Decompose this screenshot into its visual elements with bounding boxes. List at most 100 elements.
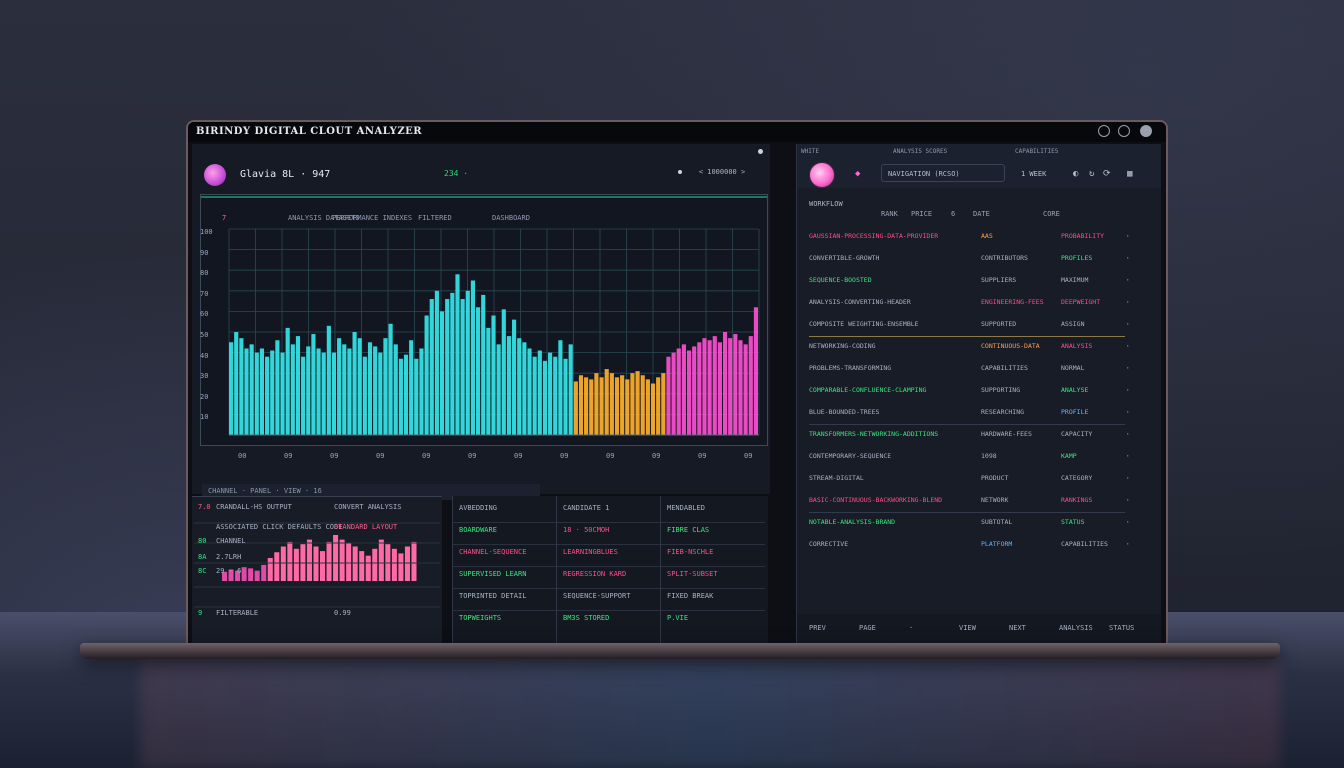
list-item[interactable]: BASIC-CONTINUOUS-BACKWORKING-BLEND NETWOR… — [809, 496, 1130, 510]
footer-item[interactable]: STATUS — [1109, 624, 1135, 632]
metrics-row-divider — [661, 566, 765, 567]
metrics-row-divider — [661, 588, 765, 589]
chart-header-label: ANALYSIS DATASETS — [288, 214, 360, 222]
row-action-icon[interactable]: · — [1125, 518, 1131, 528]
range-button[interactable]: 1 WEEK — [1021, 170, 1047, 178]
row-action-icon[interactable]: · — [1125, 364, 1131, 374]
metrics-cell: SEQUENCE-SUPPORT — [563, 592, 631, 600]
list-item[interactable]: BLUE-BOUNDED-TREES RESEARCHING PROFILE · — [809, 408, 1130, 422]
row-action-icon[interactable]: · — [1125, 276, 1131, 286]
list-item[interactable]: PROBLEMS-TRANSFORMING CAPABILITIES NORMAL · — [809, 364, 1130, 378]
list-item-name: PROBLEMS-TRANSFORMING — [809, 364, 892, 372]
row-action-icon[interactable]: · — [1125, 386, 1131, 396]
grid-icon[interactable]: ▦ — [1127, 169, 1133, 179]
y-tick-label: 100 — [200, 228, 213, 236]
metrics-row-divider — [453, 566, 557, 567]
list-item-name: ANALYSIS-CONVERTING-HEADER — [809, 298, 911, 306]
list-item[interactable]: NETWORKING-CODING CONTINUOUS-DATA ANALYSIS… — [809, 342, 1130, 356]
bar-series0-60 — [537, 350, 542, 435]
y-tick-label: 60 — [200, 310, 209, 319]
bar-series0-53 — [501, 309, 506, 435]
records-tab[interactable]: ANALYSIS SCORES — [893, 148, 948, 155]
records-tab[interactable]: CAPABILITIES — [1015, 148, 1059, 155]
column-header[interactable]: PRICE — [911, 210, 933, 218]
list-item[interactable]: TRANSFORMERS-NETWORKING-ADDITIONS HARDWAR… — [809, 430, 1130, 444]
list-item[interactable]: CORRECTIVE PLATFORM CAPABILITIES · — [809, 540, 1130, 554]
column-header[interactable]: RANK — [881, 210, 898, 218]
bar-series0-24 — [352, 332, 357, 435]
avatar[interactable] — [204, 164, 226, 186]
row-action-icon[interactable]: · — [1125, 452, 1131, 462]
records-tab[interactable]: WHITE — [801, 148, 820, 155]
row-action-icon[interactable]: · — [1125, 474, 1131, 484]
pin-icon[interactable]: ◆ — [855, 169, 861, 179]
list-item-value: CATEGORY — [1061, 474, 1093, 482]
bar-series0-43 — [450, 292, 455, 435]
footer-item[interactable]: PREV — [809, 624, 826, 632]
row-action-icon[interactable]: · — [1125, 298, 1131, 308]
footer-item[interactable]: VIEW — [959, 624, 976, 632]
list-item[interactable]: ANALYSIS-CONVERTING-HEADER ENGINEERING-FE… — [809, 298, 1130, 312]
visibility-icon[interactable] — [1098, 125, 1110, 137]
chat-icon[interactable]: ◐ — [1073, 169, 1079, 179]
row-action-icon[interactable]: · — [1125, 540, 1131, 550]
row-action-icon[interactable]: · — [1125, 320, 1131, 330]
column-header[interactable]: CORE — [1043, 210, 1060, 218]
search-field[interactable]: NAVIGATION (RCSO) — [881, 164, 1005, 182]
settings-icon[interactable] — [1118, 125, 1130, 137]
bar-series0-64 — [558, 340, 563, 435]
list-item-value: PROFILES — [1061, 254, 1093, 262]
footer-item[interactable]: PAGE — [859, 624, 876, 632]
row-action-icon[interactable]: · — [1125, 496, 1131, 506]
metrics-cell: BM3S STORED — [563, 614, 610, 622]
y-tick-label: 20 — [200, 392, 209, 401]
list-item-mid: NETWORK — [981, 496, 1009, 504]
menu-dot-icon[interactable] — [758, 149, 763, 154]
records-footer: PREV PAGE · VIEW NEXT ANALYSIS STATUS — [797, 614, 1161, 644]
row-action-icon[interactable]: · — [1125, 254, 1131, 264]
mini-bar-19 — [346, 543, 352, 581]
user-avatar[interactable] — [809, 162, 835, 188]
x-tick-label: 09 — [514, 452, 523, 460]
bar-series1-15 — [650, 383, 656, 435]
list-item[interactable]: CONTEMPORARY-SEQUENCE 1098 KAMP · — [809, 452, 1130, 466]
analytics-panel: Glavia 8L · 947 234 · < 1000000 > 7 ANALY… — [192, 144, 770, 500]
list-item[interactable]: GAUSSIAN-PROCESSING-DATA-PROVIDER AAS PROB… — [809, 232, 1130, 246]
bar-series2-17 — [753, 307, 758, 435]
row-action-icon[interactable]: · — [1125, 342, 1131, 352]
metrics-row-divider — [661, 610, 765, 611]
list-item[interactable]: COMPARABLE-CONFLUENCE-CLAMPING SUPPORTING… — [809, 386, 1130, 400]
sync-icon[interactable]: ⟳ — [1103, 169, 1111, 179]
list-item[interactable]: COMPOSITE WEIGHTING-ENSEMBLE SUPPORTED ASS… — [809, 320, 1130, 334]
bar-series2-1 — [671, 352, 676, 435]
row-action-icon[interactable]: · — [1125, 430, 1131, 440]
bar-series0-19 — [326, 325, 331, 435]
refresh-icon[interactable]: ↻ — [1089, 169, 1095, 179]
footer-item[interactable]: NEXT — [1009, 624, 1026, 632]
list-item[interactable]: STREAM-DIGITAL PRODUCT CATEGORY · — [809, 474, 1130, 488]
metrics-cell: FIBRE CLAS — [667, 526, 710, 534]
bar-series0-20 — [331, 352, 337, 435]
footer-item[interactable]: · — [909, 624, 914, 632]
y-tick-label: 80 — [200, 269, 209, 278]
bar-series0-44 — [455, 274, 460, 435]
mini-bar-3 — [241, 567, 247, 581]
mini-row-right: 0.99 — [334, 609, 351, 617]
mini-row-tag: 9 — [198, 609, 203, 617]
metrics-cell: CANDIDATE 1 — [563, 504, 610, 512]
y-tick-label: 30 — [200, 372, 209, 381]
metrics-row-divider — [557, 588, 661, 589]
list-item[interactable]: NOTABLE-ANALYSIS-BRAND SUBTOTAL STATUS · — [809, 518, 1130, 532]
row-action-icon[interactable]: · — [1125, 232, 1131, 242]
account-icon[interactable] — [1140, 125, 1152, 137]
list-item-value: CAPACITY — [1061, 430, 1093, 438]
list-item[interactable]: CONVERTIBLE-GROWTH CONTRIBUTORS PROFILES · — [809, 254, 1130, 268]
list-item[interactable]: SEQUENCE-BOOSTED SUPPLIERS MAXIMUM · — [809, 276, 1130, 290]
bar-series0-39 — [429, 299, 434, 435]
range-selector[interactable]: < 1000000 > — [698, 168, 746, 176]
metrics-column: AVBEDDING BOARDWARE CHANNEL-SEQUENCE SUPERV… — [452, 496, 557, 644]
column-header[interactable]: DATE — [973, 210, 990, 218]
row-action-icon[interactable]: · — [1125, 408, 1131, 418]
footer-item[interactable]: ANALYSIS — [1059, 624, 1093, 632]
column-header[interactable]: 6 — [951, 210, 956, 218]
